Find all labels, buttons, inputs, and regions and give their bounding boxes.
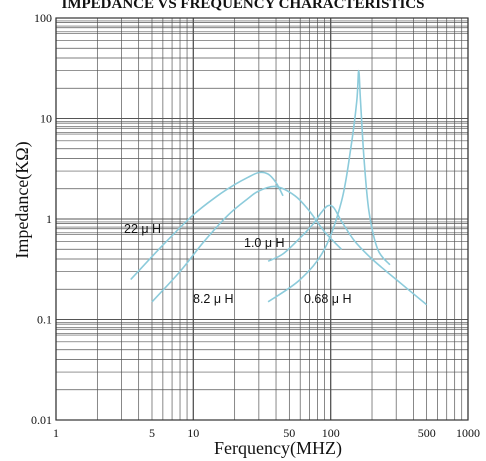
x-tick-label: 1000 [456, 426, 480, 440]
y-tick-label: 100 [34, 11, 52, 25]
y-tick-label: 10 [40, 112, 52, 126]
series-label-1: 22 μ H [124, 222, 161, 236]
x-tick-label: 100 [322, 426, 340, 440]
tick-labels: 1 5 10 50 100 500 1000 0.01 0.1 1 10 100 [31, 11, 480, 440]
plot-border [55, 17, 469, 421]
y-tick-label: 1 [46, 212, 52, 226]
x-tick-label: 500 [418, 426, 436, 440]
y-tick-label: 0.01 [31, 413, 52, 427]
series-label-3: 1.0 μ H [244, 236, 285, 250]
series-line-3 [267, 204, 428, 306]
series-label-4: 0.68 μ H [304, 292, 352, 306]
series-line-2 [151, 185, 343, 303]
grid [55, 17, 469, 421]
x-tick-label: 10 [187, 426, 199, 440]
x-axis-label: Ferquency(MHZ) [214, 438, 342, 459]
series-labels: 22 μ H 8.2 μ H 1.0 μ H 0.68 μ H [124, 222, 352, 306]
x-tick-label: 50 [283, 426, 295, 440]
series-label-2: 8.2 μ H [193, 292, 234, 306]
x-tick-label: 1 [53, 426, 59, 440]
y-tick-label: 0.1 [37, 313, 52, 327]
series-line-4 [267, 69, 391, 303]
y-axis-label: Impedance(KΩ) [12, 141, 33, 258]
series-lines [130, 69, 428, 306]
series-line-1 [130, 171, 284, 281]
chart-title: IMPEDANCE VS FREQUENCY CHARACTERISTICS [62, 0, 425, 12]
x-tick-label: 5 [149, 426, 155, 440]
